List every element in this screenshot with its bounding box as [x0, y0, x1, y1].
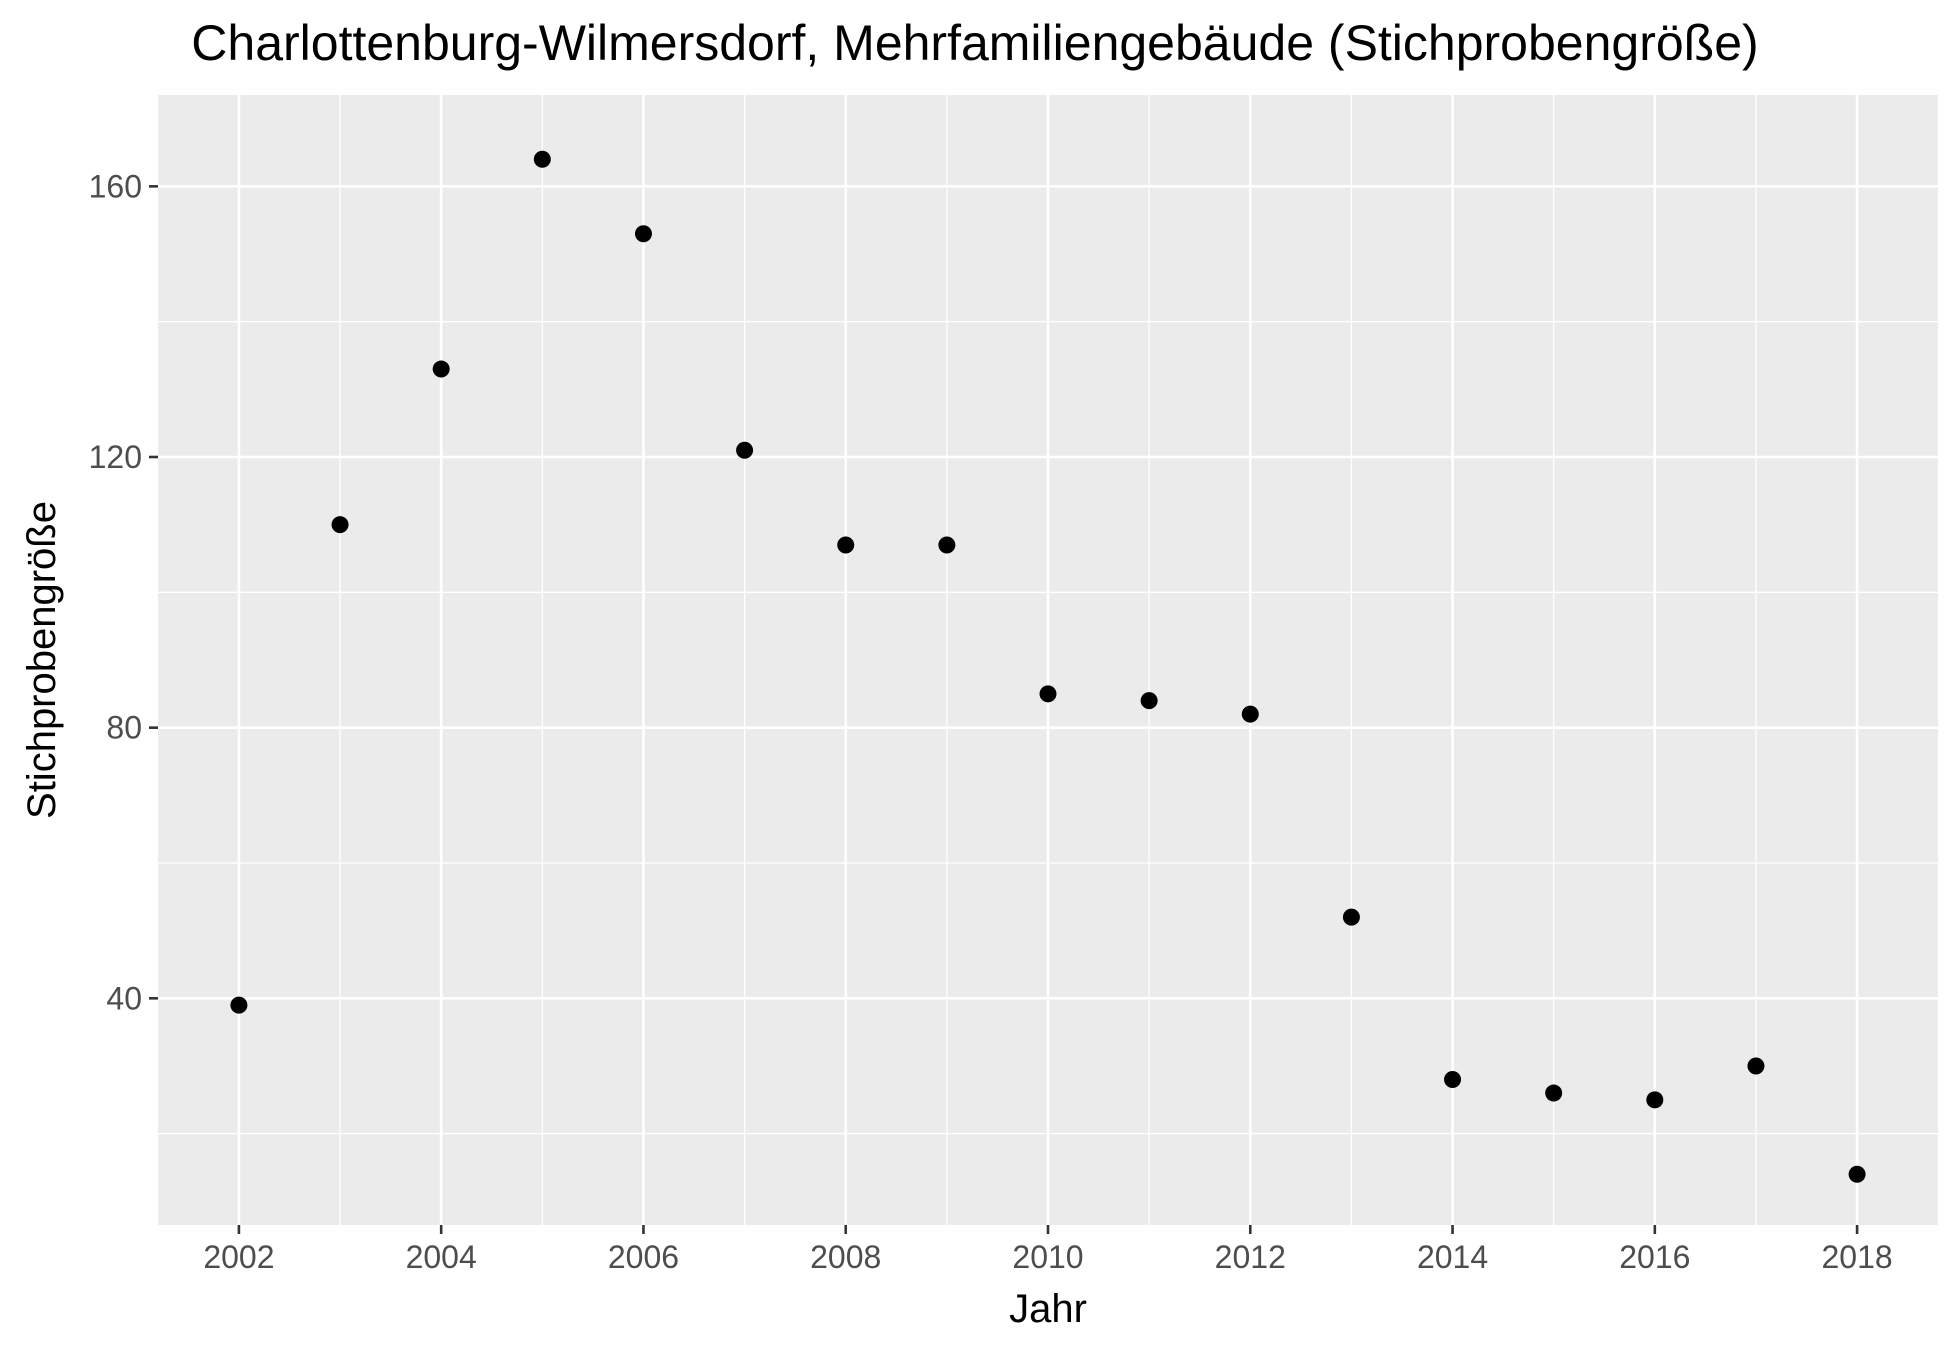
data-point — [533, 150, 551, 168]
data-point — [1646, 1091, 1664, 1109]
data-point — [1444, 1071, 1462, 1089]
x-tick-label: 2006 — [608, 1239, 679, 1275]
x-tick-label: 2018 — [1821, 1239, 1892, 1275]
data-point — [1241, 705, 1259, 723]
x-tick-label: 2010 — [1012, 1239, 1083, 1275]
data-point — [1039, 685, 1057, 703]
y-tick-label: 160 — [89, 168, 142, 204]
x-tick-label: 2016 — [1619, 1239, 1690, 1275]
x-tick-label: 2008 — [810, 1239, 881, 1275]
data-point — [331, 516, 349, 534]
x-tick-label: 2014 — [1417, 1239, 1488, 1275]
chart-title: Charlottenburg-Wilmersdorf, Mehrfamilien… — [191, 15, 1758, 71]
x-tick-label: 2002 — [203, 1239, 274, 1275]
data-point — [1747, 1057, 1765, 1075]
y-tick-label: 120 — [89, 439, 142, 475]
y-axis: 40 80 120 160 — [89, 168, 158, 1016]
data-point — [837, 536, 855, 554]
y-tick-label: 40 — [106, 980, 142, 1016]
data-points — [230, 150, 1866, 1183]
major-gridlines — [158, 95, 1938, 1225]
data-point — [1140, 692, 1158, 710]
x-tick-label: 2004 — [406, 1239, 477, 1275]
data-point — [634, 225, 652, 243]
y-tick-label: 80 — [106, 710, 142, 746]
data-point — [230, 996, 248, 1014]
data-point — [736, 441, 754, 459]
x-axis-title: Jahr — [1009, 1287, 1087, 1331]
data-point — [1342, 908, 1360, 926]
data-point — [432, 360, 450, 378]
x-tick-label: 2012 — [1215, 1239, 1286, 1275]
data-point — [1848, 1165, 1866, 1183]
data-point — [1545, 1084, 1563, 1102]
data-point — [938, 536, 956, 554]
y-axis-title: Stichprobengröße — [20, 501, 64, 819]
x-axis: 2002 2004 2006 2008 2010 2012 2014 2016 2018 — [203, 1225, 1893, 1275]
